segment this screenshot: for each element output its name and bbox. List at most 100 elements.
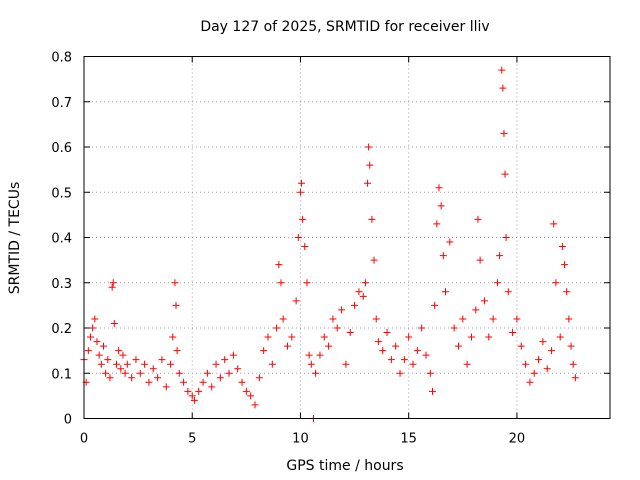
data-point	[275, 261, 283, 269]
data-point	[305, 351, 313, 359]
data-point	[365, 143, 373, 151]
data-point	[329, 315, 337, 323]
data-point	[489, 315, 497, 323]
data-point	[346, 329, 354, 337]
data-point	[149, 365, 157, 373]
data-point	[110, 319, 118, 327]
data-point	[437, 202, 445, 210]
data-point	[364, 179, 372, 187]
x-tick-label: 15	[400, 432, 417, 447]
data-point	[172, 301, 180, 309]
data-point	[128, 374, 136, 382]
data-point	[338, 306, 346, 314]
data-point	[387, 356, 395, 364]
data-point	[359, 292, 367, 300]
data-point	[563, 288, 571, 296]
data-point	[167, 360, 175, 368]
data-point	[530, 369, 538, 377]
data-point	[316, 351, 324, 359]
data-point	[260, 347, 268, 355]
data-point	[123, 360, 131, 368]
data-point	[441, 288, 449, 296]
data-point	[459, 315, 467, 323]
data-point	[299, 215, 307, 223]
data-point	[474, 215, 482, 223]
data-point	[112, 360, 120, 368]
data-point	[409, 360, 417, 368]
y-tick-label: 0.6	[51, 141, 72, 156]
data-point	[342, 360, 350, 368]
data-point	[368, 215, 376, 223]
data-point	[238, 378, 246, 386]
data-point	[480, 297, 488, 305]
data-point	[208, 383, 216, 391]
data-point	[501, 170, 509, 178]
data-point	[426, 369, 434, 377]
data-point	[199, 378, 207, 386]
data-point	[535, 356, 543, 364]
data-point	[372, 315, 380, 323]
data-point	[320, 333, 328, 341]
data-point	[548, 347, 556, 355]
y-tick-label: 0.5	[51, 186, 72, 201]
data-point	[102, 369, 110, 377]
data-point	[91, 315, 99, 323]
data-point	[106, 374, 114, 382]
data-points	[80, 66, 579, 422]
data-point	[117, 365, 125, 373]
data-point	[513, 315, 521, 323]
data-point	[565, 315, 573, 323]
data-point	[255, 374, 263, 382]
data-point	[454, 342, 462, 350]
data-point	[307, 360, 315, 368]
data-point	[288, 333, 296, 341]
data-point	[184, 387, 192, 395]
data-point	[446, 238, 454, 246]
data-point	[361, 279, 369, 287]
data-point	[169, 333, 177, 341]
data-point	[379, 347, 387, 355]
axis-ticks: 0 0.1 0.2 0.3 0.4 0.5 0.6 0.7 0.8 0 5 10 15 20	[51, 51, 610, 447]
data-point	[543, 365, 551, 373]
data-point	[396, 369, 404, 377]
y-tick-label: 0	[64, 413, 72, 428]
y-tick-label: 0.2	[51, 322, 72, 337]
data-point	[251, 401, 259, 409]
data-point	[418, 324, 426, 332]
data-point	[439, 252, 447, 260]
data-point	[283, 342, 291, 350]
data-point	[279, 315, 287, 323]
data-point	[97, 360, 105, 368]
data-point	[526, 378, 534, 386]
data-point	[132, 356, 140, 364]
data-point	[141, 360, 149, 368]
y-tick-label: 0.4	[51, 232, 72, 247]
data-point	[351, 301, 359, 309]
data-point	[366, 161, 374, 169]
data-point	[325, 342, 333, 350]
data-point	[292, 297, 300, 305]
data-point	[277, 279, 285, 287]
data-point	[99, 342, 107, 350]
data-point	[312, 369, 320, 377]
data-point	[301, 243, 309, 251]
data-point	[433, 220, 441, 228]
data-point	[104, 356, 112, 364]
data-point	[229, 351, 237, 359]
data-point	[203, 369, 211, 377]
data-point	[195, 387, 203, 395]
data-point	[234, 365, 242, 373]
data-point	[89, 324, 97, 332]
data-point	[556, 333, 564, 341]
data-point	[86, 333, 94, 341]
data-point	[333, 324, 341, 332]
data-point	[400, 356, 408, 364]
data-point	[180, 378, 188, 386]
data-point	[509, 329, 517, 337]
x-tick-label: 10	[292, 432, 309, 447]
data-point	[294, 234, 302, 241]
data-point	[154, 374, 162, 382]
data-point	[221, 356, 229, 364]
data-point	[539, 338, 547, 346]
